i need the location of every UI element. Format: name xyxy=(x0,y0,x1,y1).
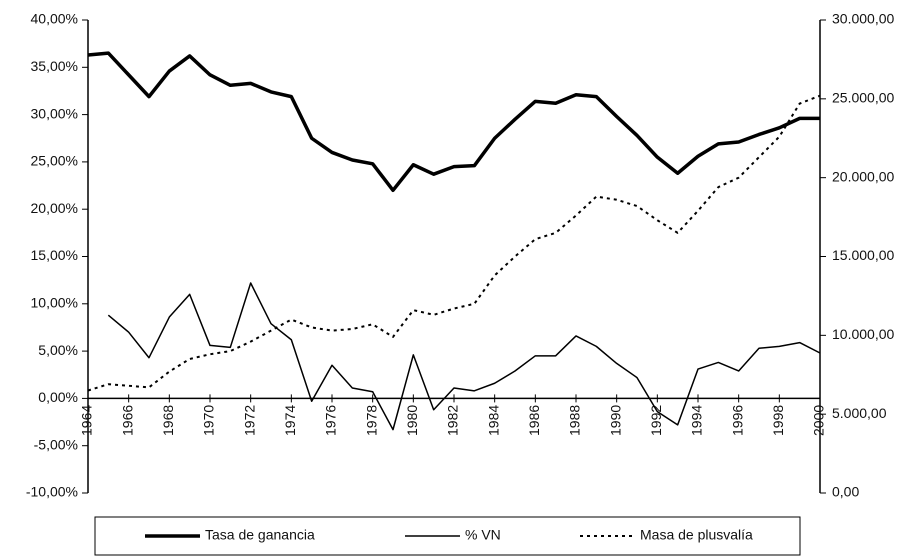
y-tick-label: 0,00% xyxy=(38,389,78,405)
x-tick-label: 1980 xyxy=(404,405,420,436)
x-tick-label: 1972 xyxy=(241,405,257,436)
series-line xyxy=(87,51,820,193)
series-line xyxy=(87,94,821,392)
y2-tick-label: 15.000,00 xyxy=(832,247,894,263)
x-tick-label: 1970 xyxy=(201,405,217,436)
y-tick-label: 10,00% xyxy=(31,295,78,311)
x-tick-label: 1978 xyxy=(363,405,379,436)
x-tick-label: 1974 xyxy=(282,405,298,436)
y2-tick-label: 30.000,00 xyxy=(832,11,894,27)
legend-label: Tasa de ganancia xyxy=(205,527,315,543)
y-tick-label: 15,00% xyxy=(31,247,78,263)
y-tick-label: 35,00% xyxy=(31,58,78,74)
x-tick-label: 1984 xyxy=(485,405,501,436)
x-tick-label: 1992 xyxy=(648,405,664,436)
y-tick-label: 20,00% xyxy=(31,200,78,216)
y2-tick-label: 20.000,00 xyxy=(832,168,894,184)
x-tick-label: 1996 xyxy=(729,405,745,436)
x-tick-label: 1966 xyxy=(119,405,135,436)
series-line xyxy=(107,282,821,431)
legend-label: Masa de plusvalía xyxy=(640,527,753,543)
y-tick-label: 40,00% xyxy=(31,11,78,27)
y2-tick-label: 5.000,00 xyxy=(832,405,887,421)
x-tick-label: 1998 xyxy=(770,405,786,436)
y-tick-label: -10,00% xyxy=(26,484,78,500)
y-tick-label: -5,00% xyxy=(34,436,78,452)
y2-tick-label: 10.000,00 xyxy=(832,326,894,342)
x-tick-label: 1982 xyxy=(445,405,461,436)
x-tick-label: 1964 xyxy=(79,405,95,436)
x-tick-label: 1986 xyxy=(526,405,542,436)
y-tick-label: 25,00% xyxy=(31,153,78,169)
x-tick-label: 1988 xyxy=(567,405,583,436)
x-tick-label: 1990 xyxy=(607,405,623,436)
x-tick-label: 1968 xyxy=(160,405,176,436)
legend-label: % VN xyxy=(465,527,501,543)
y-tick-label: 5,00% xyxy=(38,342,78,358)
y-tick-label: 30,00% xyxy=(31,105,78,121)
x-tick-label: 1976 xyxy=(323,405,339,436)
y2-tick-label: 25.000,00 xyxy=(832,90,894,106)
x-tick-label: 2000 xyxy=(811,405,827,436)
y2-tick-label: 0,00 xyxy=(832,484,859,500)
x-tick-label: 1994 xyxy=(689,405,705,436)
legend-box xyxy=(94,516,801,556)
